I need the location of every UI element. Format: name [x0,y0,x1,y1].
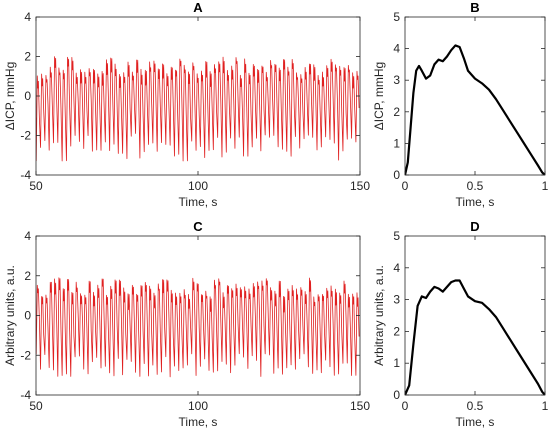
y-tick-label: 3 [393,293,400,307]
series-line-a-0 [36,56,360,162]
axes-box [404,235,546,396]
y-tick-label: 1 [393,136,400,150]
x-tick-label: 50 [29,179,43,193]
y-tick-label: -2 [20,129,31,143]
y-axis-label: Arbitrary units, a.u. [3,265,17,366]
panel-b: 0 0.5 1 0 1 2 3 4 5 B Time, s ΔICP, mmHg [372,0,549,209]
series-line-d-0 [405,279,545,395]
y-tick-label: -4 [20,388,31,402]
x-tick-label: 0 [402,179,409,193]
x-tick-label: 150 [350,179,370,193]
y-tick-label: 2 [393,105,400,119]
x-tick-label: 0 [402,399,409,413]
series-line-c-0 [36,277,360,378]
x-tick-label: 100 [188,399,208,413]
y-tick-label: 5 [393,10,400,24]
y-tick-label: -2 [20,348,31,362]
panel-c: 50 100 150 -4 -2 0 2 4 C Time, s Arbitrary units, … [3,219,370,429]
series-line-b-0 [405,44,545,175]
x-tick-label: 0.5 [467,399,484,413]
x-tick-label: 50 [29,399,43,413]
y-tick-label: 4 [393,42,400,56]
y-tick-label: 4 [393,261,400,275]
panel-d: 0 0.5 1 0 1 2 3 4 5 D Time, s Arbitrary units, a.u. [372,219,549,429]
y-tick-label: 4 [24,229,31,243]
x-axis-label: Time, s [456,415,495,429]
x-tick-label: 1 [542,179,549,193]
panel-title: C [193,219,203,234]
y-tick-label: 2 [24,50,31,64]
y-tick-label: 5 [393,229,400,243]
y-tick-label: 4 [24,10,31,24]
x-axis-label: Time, s [456,195,495,209]
y-tick-label: 0 [393,388,400,402]
y-axis-label: ΔICP, mmHg [3,62,17,130]
x-tick-label: 0.5 [467,179,484,193]
y-axis-label: Arbitrary units, a.u. [372,265,386,366]
y-axis-label: ΔICP, mmHg [372,62,386,130]
y-tick-label: 3 [393,73,400,87]
y-tick-label: 0 [393,168,400,182]
x-axis-label: Time, s [179,415,218,429]
panel-title: A [193,0,203,15]
y-tick-label: 2 [24,269,31,283]
x-tick-label: 1 [542,399,549,413]
x-tick-label: 100 [188,179,208,193]
x-axis-label: Time, s [179,195,218,209]
y-tick-label: -4 [20,168,31,182]
axes-box [404,16,546,176]
panel-a: 50 100 150 -4 -2 0 2 4 A Time, s ΔICP, mmHg [3,0,370,209]
y-tick-label: 0 [24,309,31,323]
y-tick-label: 0 [24,89,31,103]
y-tick-label: 1 [393,356,400,370]
y-tick-label: 2 [393,324,400,338]
x-tick-label: 150 [350,399,370,413]
panel-title: D [470,219,479,234]
panel-title: B [470,0,479,15]
